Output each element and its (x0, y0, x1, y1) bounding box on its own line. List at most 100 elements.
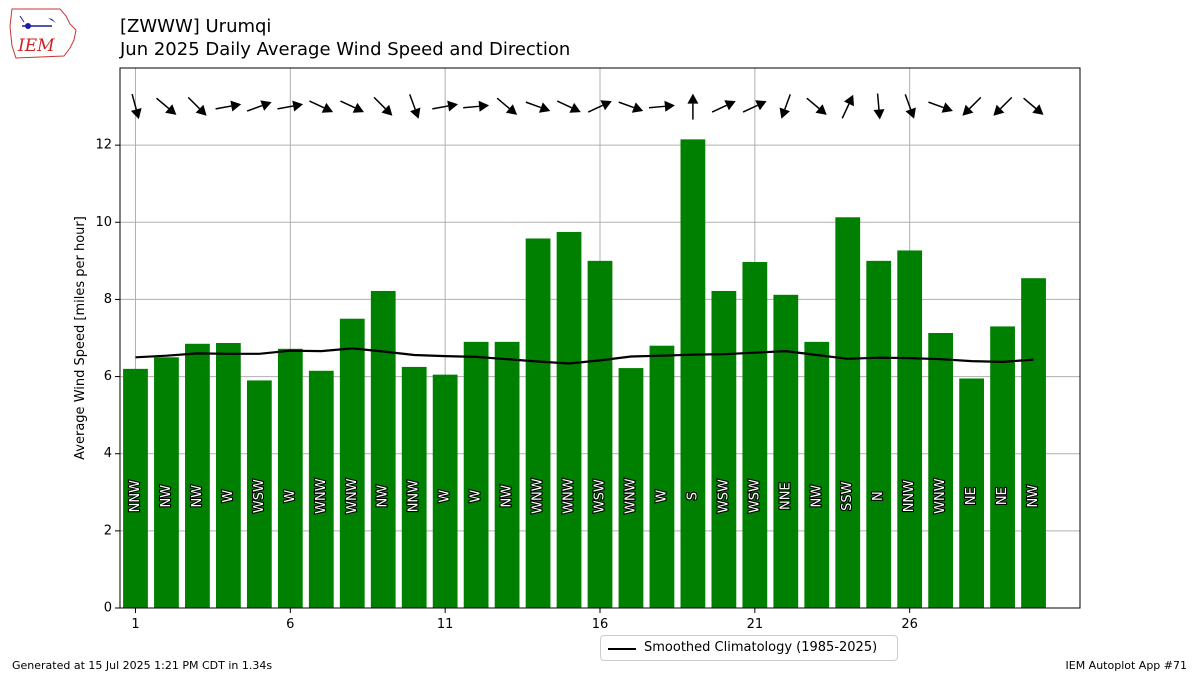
wind-arrow-shaft (496, 97, 510, 110)
wind-arrow-shaft (841, 103, 850, 119)
wind-arrow-head (569, 102, 581, 113)
y-axis-label: Average Wind Speed [miles per hour] (73, 216, 88, 460)
bar (959, 378, 984, 608)
bar (804, 341, 830, 608)
direction-label: NW (159, 485, 174, 508)
wind-arrow-shaft (463, 105, 480, 109)
bar (432, 374, 458, 608)
direction-label: W (469, 490, 484, 503)
x-tick-label: 11 (437, 617, 454, 632)
wind-arrow (779, 94, 791, 119)
wind-arrow (1023, 97, 1044, 115)
bar (401, 366, 427, 608)
legend-line-swatch (608, 648, 636, 650)
wind-arrow (373, 96, 393, 116)
wind-arrow-head (779, 107, 790, 119)
wind-arrow-shaft (277, 105, 294, 110)
direction-label: W (654, 490, 669, 503)
direction-label: NNE (778, 482, 793, 510)
direction-label: WNW (314, 478, 329, 514)
wind-arrow (340, 100, 364, 113)
wind-arrow (648, 100, 675, 112)
generated-timestamp: Generated at 15 Jul 2025 1:21 PM CDT in … (12, 659, 273, 672)
wind-arrow-head (381, 104, 393, 116)
wind-arrow (993, 96, 1013, 116)
x-tick-label: 1 (131, 617, 139, 632)
bar (866, 260, 892, 608)
wind-arrow-shaft (648, 105, 665, 109)
direction-label: WSW (252, 479, 267, 513)
wind-arrow-shaft (928, 101, 944, 109)
wind-arrow-head (447, 100, 458, 112)
direction-label: WSW (593, 479, 608, 513)
direction-labels: NNW NW NW W WSW W WNW WNW NW NNW W W NW WNW WNW WSW WNW W… (127, 477, 1042, 515)
y-tick-label: 2 (104, 523, 112, 538)
y-tick-label: 12 (95, 138, 112, 153)
direction-arrows (130, 93, 1044, 120)
wind-arrow (806, 97, 827, 115)
wind-arrow (962, 96, 982, 116)
direction-label: NNW (128, 480, 143, 512)
wind-arrow (496, 97, 518, 115)
wind-arrow (711, 100, 736, 113)
wind-arrow (525, 101, 551, 113)
direction-label: WNW (562, 478, 577, 514)
bar (680, 139, 706, 608)
wind-arrow-shaft (999, 96, 1013, 110)
bar (990, 326, 1015, 608)
wind-arrow-head (352, 102, 364, 113)
wind-arrow-shaft (968, 96, 982, 110)
chart-title: [ZWWW] Urumqi (120, 16, 272, 37)
direction-label: S (685, 492, 700, 500)
wind-arrow (277, 100, 304, 112)
climatology-series-line (135, 347, 1034, 365)
wind-arrow-head (941, 102, 953, 113)
bar (494, 341, 520, 608)
direction-label: NW (1026, 485, 1041, 508)
direction-label: WSW (716, 479, 731, 513)
chart-subtitle: Jun 2025 Daily Average Wind Speed and Di… (120, 39, 571, 60)
bar (463, 341, 489, 608)
bar (277, 348, 303, 608)
app-label: IEM Autoplot App #71 (1065, 659, 1188, 672)
bar (928, 332, 954, 608)
direction-label: W (438, 490, 453, 503)
wind-arrow-shaft (187, 96, 201, 110)
bar (587, 260, 613, 608)
x-tick-label: 21 (747, 617, 764, 632)
wind-arrow-shaft (525, 101, 542, 109)
y-tick-label: 10 (95, 215, 112, 230)
wind-arrow (432, 100, 458, 112)
direction-label: W (221, 490, 236, 503)
direction-label: NNW (902, 480, 917, 512)
y-tick-label: 0 (104, 601, 112, 616)
bar (897, 250, 923, 608)
direction-label: SSW (840, 481, 855, 511)
wind-arrow-head (962, 104, 974, 116)
wind-arrow (246, 100, 272, 112)
wind-arrow-shaft (432, 105, 449, 110)
logo-text: IEM (17, 36, 55, 56)
direction-label: WSW (747, 479, 762, 513)
wind-arrow (409, 94, 421, 119)
y-tick-label: 6 (104, 369, 112, 384)
wind-arrow (130, 93, 142, 120)
wind-arrow-shaft (742, 104, 758, 113)
x-tick-label: 16 (592, 617, 609, 632)
wind-arrow-shaft (246, 104, 263, 112)
wind-arrow-head (478, 100, 490, 112)
wind-arrow (309, 100, 334, 113)
direction-label: NNW (407, 480, 422, 512)
direction-label: NW (376, 485, 391, 508)
wind-arrow-head (755, 100, 767, 111)
wind-arrow-shaft (1023, 97, 1037, 110)
wind-arrow (215, 100, 242, 112)
direction-label: N (871, 491, 886, 501)
bar (370, 290, 396, 608)
wind-arrow-shaft (587, 104, 604, 113)
climatology-line (135, 347, 1034, 365)
direction-label: NW (500, 485, 515, 508)
bar (154, 357, 179, 608)
